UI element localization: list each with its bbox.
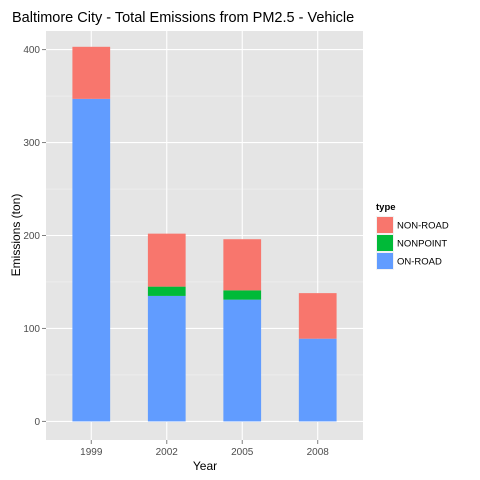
- y-tick-label: 200: [23, 231, 40, 242]
- bar-non-road-2002: [147, 233, 186, 287]
- legend-swatch-nonpoint: [377, 235, 393, 251]
- legend-label-nonpoint: NONPOINT: [397, 239, 447, 250]
- x-tick-label: 2008: [307, 447, 330, 458]
- legend-title: type: [376, 202, 396, 213]
- chart-title: Baltimore City - Total Emissions from PM…: [12, 10, 354, 26]
- bar-on-road-2005: [223, 299, 262, 422]
- legend-label-non-road: NON-ROAD: [397, 221, 449, 232]
- y-axis-ticks: 0 100 200 300 400: [23, 45, 46, 428]
- legend-swatch-non-road: [377, 217, 393, 233]
- y-tick-label: 0: [34, 417, 40, 428]
- y-tick-label: 400: [23, 45, 40, 56]
- bar-on-road-2002: [147, 295, 186, 422]
- bars: [72, 46, 337, 422]
- bar-non-road-2005: [223, 239, 262, 291]
- bar-on-road-1999: [72, 98, 111, 422]
- legend-label-on-road: ON-ROAD: [397, 257, 442, 268]
- x-tick-label: 2002: [156, 447, 179, 458]
- bar-nonpoint-2005: [223, 290, 262, 300]
- y-axis-title: Emissions (ton): [9, 194, 23, 277]
- bar-non-road-2008: [298, 293, 337, 339]
- legend: type NON-ROAD NONPOINT ON-ROAD: [376, 202, 449, 270]
- legend-swatch-on-road: [377, 253, 393, 269]
- x-axis-title: Year: [193, 459, 217, 473]
- legend-entries: NON-ROAD NONPOINT ON-ROAD: [376, 216, 449, 270]
- y-tick-label: 300: [23, 138, 40, 149]
- bar-non-road-1999: [72, 46, 111, 99]
- x-axis-ticks: 1999 2002 2005 2008: [80, 440, 329, 458]
- x-tick-label: 1999: [80, 447, 103, 458]
- y-tick-label: 100: [23, 324, 40, 335]
- bar-on-road-2008: [298, 338, 337, 422]
- bar-nonpoint-2002: [147, 286, 186, 296]
- x-tick-label: 2005: [231, 447, 254, 458]
